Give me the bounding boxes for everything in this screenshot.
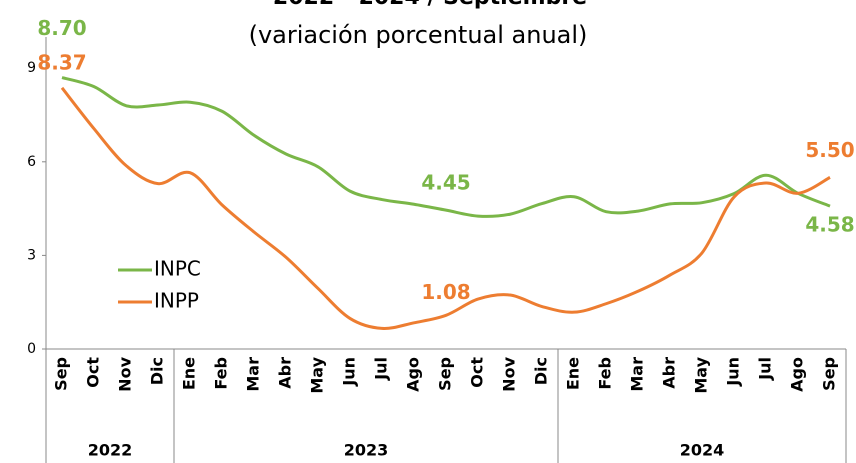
group-label: 2024: [680, 441, 725, 460]
x-tick-label: May: [308, 356, 327, 393]
x-tick-label: Mar: [244, 357, 263, 392]
x-tick-label: Sep: [52, 357, 71, 391]
data-label: 8.70: [37, 16, 86, 40]
x-tick-label: Dic: [532, 357, 551, 385]
x-tick-label: Sep: [820, 357, 839, 391]
x-tick-label: Abr: [660, 357, 679, 389]
legend-label: INPP: [154, 289, 199, 313]
x-tick-label: Jul: [756, 357, 775, 381]
data-label: 4.45: [421, 171, 470, 195]
chart-title: 2022 - 2024 / Septiembre: [273, 0, 587, 10]
line: [60, 86, 831, 330]
data-label: 1.08: [421, 280, 470, 304]
data-label: 5.50: [805, 138, 854, 162]
x-tick-label: Dic: [148, 357, 167, 385]
x-tick-label: Jul: [372, 357, 391, 381]
y-tick-label: 3: [27, 247, 36, 263]
x-tick-label: Ago: [404, 357, 423, 392]
x-tick-label: Sep: [436, 357, 455, 391]
x-tick-label: Feb: [596, 357, 615, 390]
x-tick-label: Jun: [724, 357, 743, 387]
legend-label: INPC: [154, 257, 201, 281]
group-label: 2022: [88, 441, 133, 460]
group-label: 2023: [344, 441, 389, 460]
data-label: 8.37: [37, 50, 86, 74]
y-tick-label: 0: [27, 341, 36, 357]
line: [61, 76, 831, 218]
x-tick-label: Abr: [276, 357, 295, 389]
x-tick-label: Ene: [180, 357, 199, 390]
x-tick-label: Ene: [564, 357, 583, 390]
x-tick-label: Mar: [628, 357, 647, 392]
x-tick-label: Jun: [340, 357, 359, 387]
x-tick-label: Nov: [500, 356, 519, 391]
y-tick-label: 6: [27, 154, 36, 170]
x-tick-label: May: [692, 356, 711, 393]
chart-subtitle: (variación porcentual anual): [249, 21, 588, 49]
x-tick-label: Oct: [468, 357, 487, 388]
x-tick-label: Feb: [212, 357, 231, 390]
x-tick-label: Nov: [116, 356, 135, 391]
x-tick-label: Ago: [788, 357, 807, 392]
x-tick-label: Oct: [84, 357, 103, 388]
data-label: 4.58: [805, 213, 854, 237]
y-tick-label: 9: [27, 60, 36, 76]
